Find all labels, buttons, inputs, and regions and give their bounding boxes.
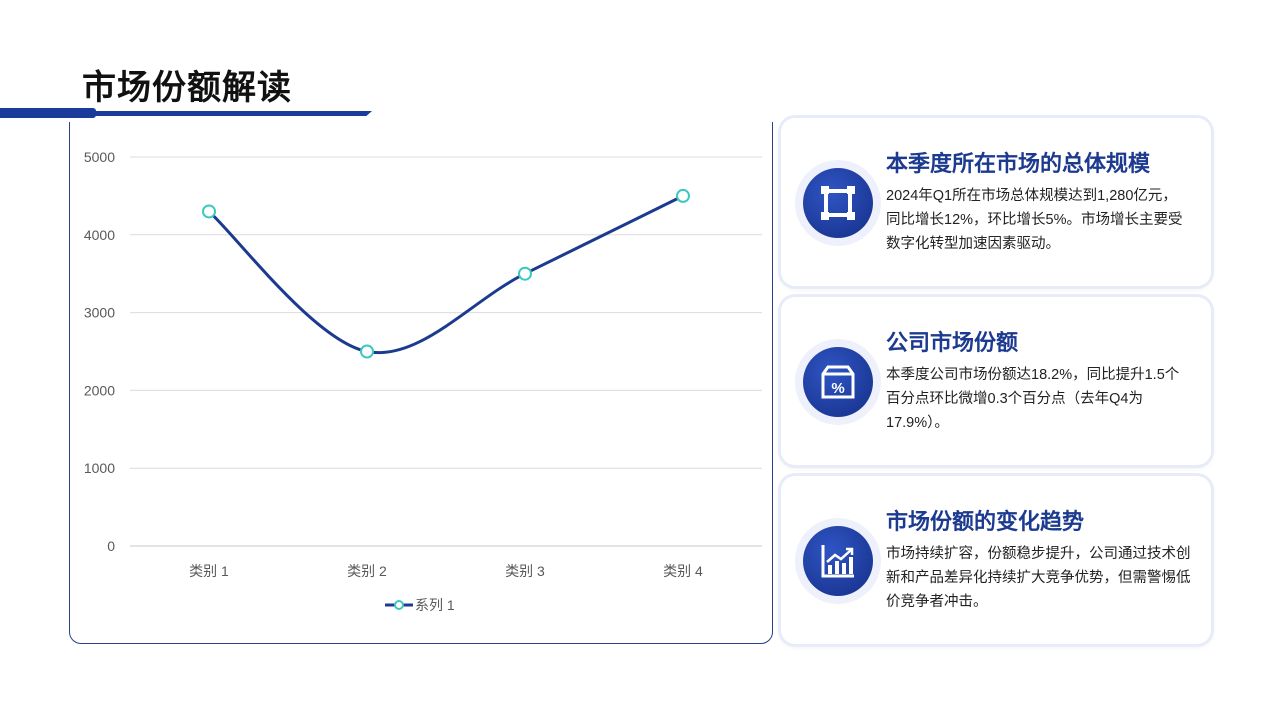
card-text: 本季度公司市场份额达18.2%，同比提升1.5个百分点环比微增0.3个百分点（去… xyxy=(886,367,1180,431)
y-tick-label: 0 xyxy=(107,538,115,554)
card-text: 市场持续扩容，份额稳步提升，公司通过技术创新和产品差异化持续扩大竞争优势，但需警… xyxy=(886,546,1191,610)
legend-marker xyxy=(394,600,404,610)
y-tick-label: 2000 xyxy=(84,382,115,398)
y-tick-label: 1000 xyxy=(84,460,115,476)
card-title: 本季度所在市场的总体规模 xyxy=(886,151,1151,176)
percent-box-icon: % xyxy=(803,347,873,417)
x-tick-label: 类别 1 xyxy=(189,563,229,579)
data-point xyxy=(676,188,690,203)
x-tick-label: 类别 4 xyxy=(663,563,703,579)
data-point xyxy=(518,266,532,281)
frame-icon xyxy=(803,168,873,238)
data-point xyxy=(202,204,216,219)
line-chart: 0 1000 2000 3000 4000 5000 类别 1 类别 2 类别 3 类别 4 系列 … xyxy=(84,149,762,613)
x-tick-label: 类别 3 xyxy=(505,563,545,579)
y-tick-label: 5000 xyxy=(84,149,115,165)
growth-chart-icon xyxy=(803,526,873,596)
chart-frame xyxy=(69,122,773,644)
legend-label: 系列 1 xyxy=(415,597,455,613)
card-company-share: % 公司市场份额 本季度公司市场份额达18.2%，同比提升1.5个百分点环比微增… xyxy=(781,297,1211,465)
title-underline xyxy=(90,111,372,116)
data-point xyxy=(360,344,374,359)
card-text: 2024年Q1所在市场总体规模达到1,280亿元，同比增长12%，环比增长5%。… xyxy=(886,188,1183,252)
svg-text:%: % xyxy=(831,380,844,397)
card-share-trend: 市场份额的变化趋势 市场持续扩容，份额稳步提升，公司通过技术创新和产品差异化持续… xyxy=(781,476,1211,644)
card-title: 市场份额的变化趋势 xyxy=(886,509,1085,534)
title-underline-accent xyxy=(0,108,96,118)
x-tick-label: 类别 2 xyxy=(347,563,387,579)
card-market-size: 本季度所在市场的总体规模 2024年Q1所在市场总体规模达到1,280亿元，同比… xyxy=(781,118,1211,286)
card-title: 公司市场份额 xyxy=(886,330,1019,355)
page-title: 市场份额解读 xyxy=(82,69,292,107)
y-tick-label: 4000 xyxy=(84,227,115,243)
series-line xyxy=(208,194,684,355)
y-tick-label: 3000 xyxy=(84,305,115,321)
